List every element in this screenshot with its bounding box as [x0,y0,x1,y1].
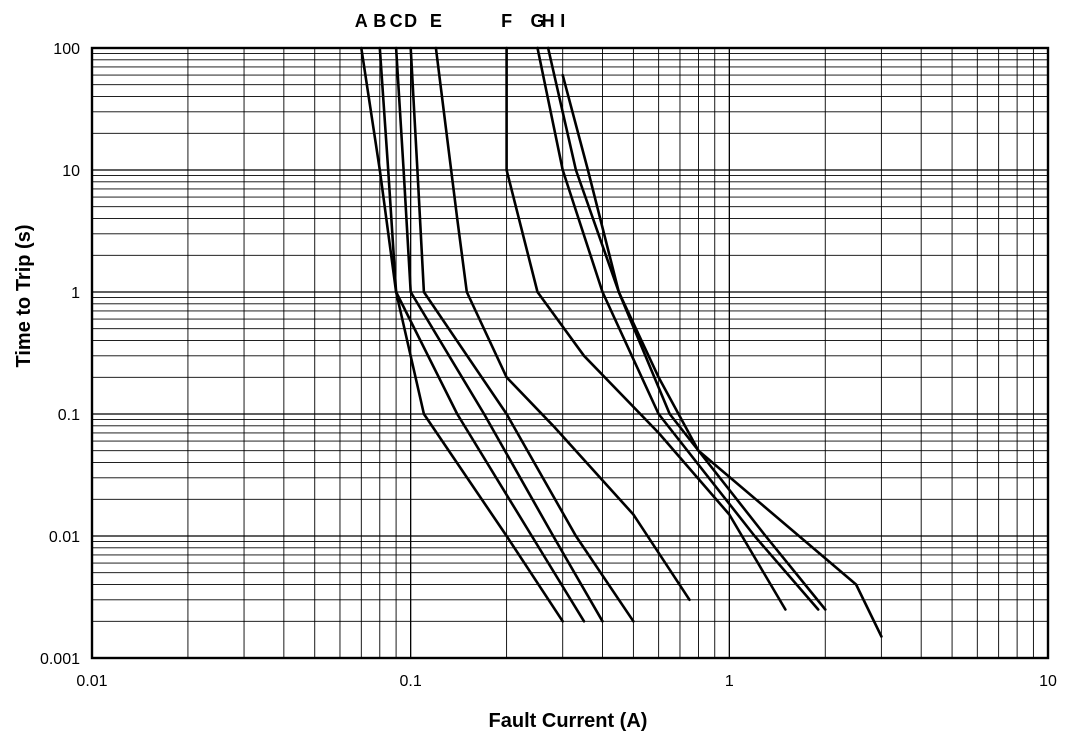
y-tick-label: 1 [71,285,80,302]
y-tick-label: 0.001 [40,651,80,668]
plot-frame [90,46,1050,660]
series-label-i: I [560,11,565,31]
series-line-e [434,46,691,602]
series-line-h [546,46,827,611]
tick-layer: 0.01 0.1 1 10 0.001 0.01 0.1 1 10 100 [40,41,1057,690]
y-tick-label: 0.01 [49,529,80,546]
series-label-f: F [501,11,512,31]
x-tick-label: 10 [1039,673,1057,690]
x-tick-label: 0.1 [400,673,422,690]
y-axis-title: Time to Trip (s) [13,225,35,368]
series-line-g [536,46,820,611]
series-line-c [394,46,604,623]
series-label-e: E [430,11,442,31]
y-tick-label: 10 [62,163,80,180]
x-axis-title: Fault Current (A) [489,710,648,732]
series-label-b: B [373,11,386,31]
grid-layer [91,48,1048,659]
series-label-c: C [390,11,403,31]
series-line-a [360,46,564,623]
x-tick-label: 1 [725,673,734,690]
curve-label-layer: A B C D E F GH I [355,11,565,31]
y-tick-label: 100 [53,41,80,58]
series-label-a: A [355,11,368,31]
series-label-g: G [530,11,544,31]
series-line-b [378,46,586,623]
series-label-h: H [542,11,555,31]
series-line-d [409,46,635,623]
y-tick-label: 0.1 [58,407,80,424]
x-tick-label: 0.01 [76,673,107,690]
series-line-f [505,46,787,611]
series-label-d: D [404,11,417,31]
series-line-i [561,73,883,638]
curve-layer [360,46,883,638]
